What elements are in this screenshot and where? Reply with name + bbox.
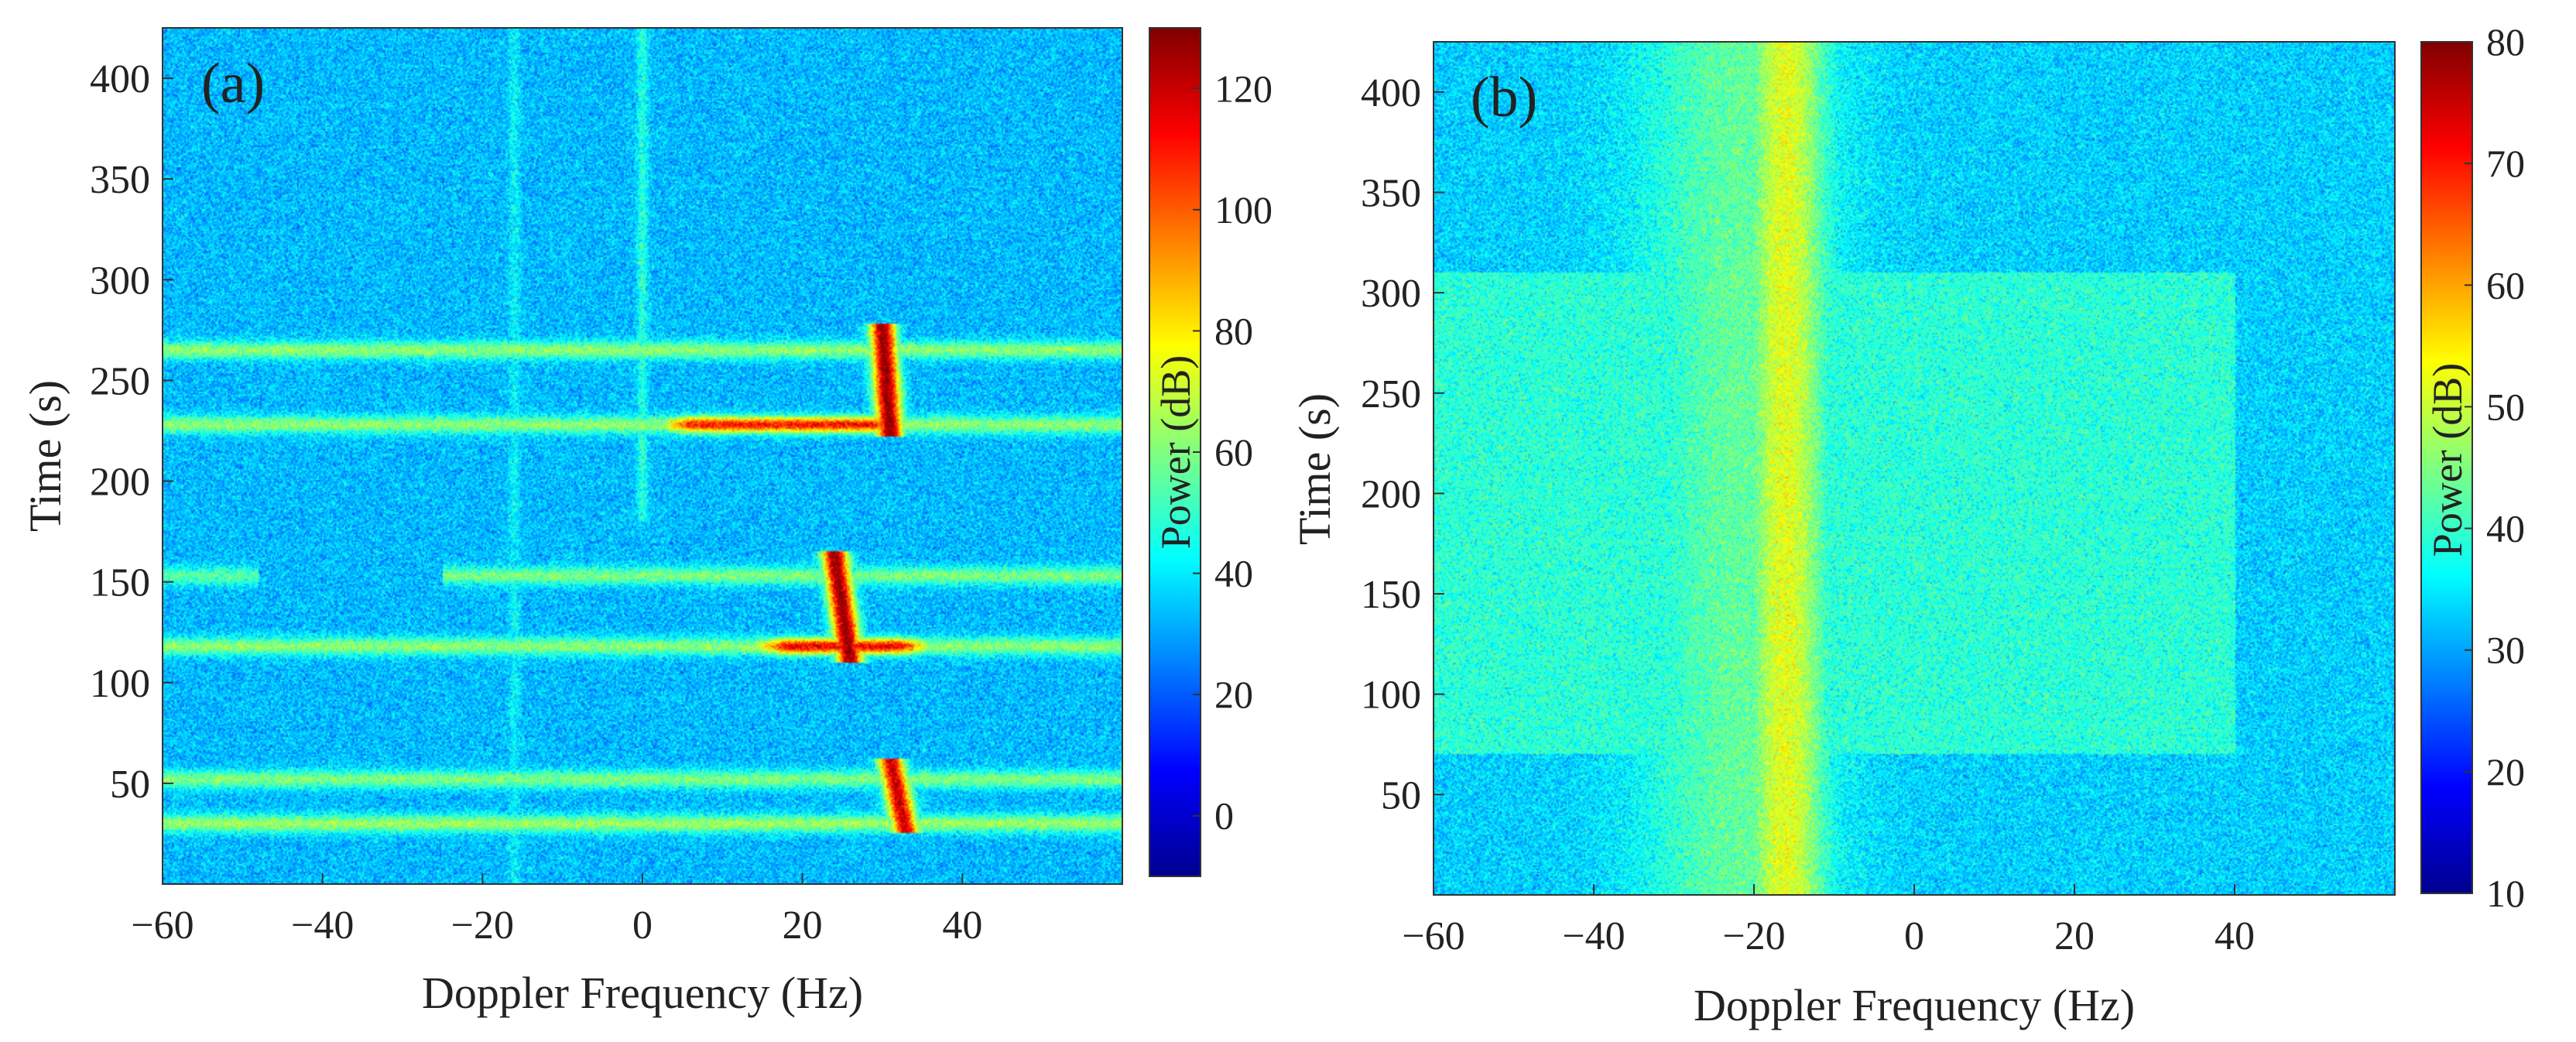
- ylabel-b: Time (s): [1290, 393, 1340, 545]
- ylabel-a: Time (s): [20, 380, 70, 532]
- colorbar-tick-label: 10: [2486, 872, 2525, 915]
- panel-label-b: (b): [1471, 66, 1537, 129]
- xlabel-b: Doppler Frequency (Hz): [1694, 980, 2135, 1030]
- axes-a: −60 −40 −20 0 20 40 50 100 150 200 250 300 350 400: [90, 27, 1123, 948]
- y-tick-label: 350: [90, 158, 150, 202]
- colorbar-tick-label: 30: [2486, 629, 2525, 672]
- y-tick-label: 200: [1361, 472, 1421, 516]
- colorbar-b-label: Power (dB): [2424, 363, 2471, 557]
- y-tick-label: 300: [1361, 272, 1421, 316]
- y-tick-label: 150: [90, 561, 150, 605]
- colorbar-tick-label: 70: [2486, 142, 2525, 185]
- colorbar-b-ticks: 10 20 30 40 50 60 70 80: [2465, 20, 2525, 915]
- y-tick-label: 250: [90, 359, 150, 403]
- x-tick-label: −40: [291, 903, 354, 948]
- panel-b: −60 −40 −20 0 20 40 50 100 150 200 250 300 350 400 (b…: [1290, 20, 2525, 1030]
- heatmap-a: [163, 28, 1122, 884]
- colorbar-tick-label: 20: [1214, 673, 1253, 716]
- colorbar-tick-label: 0: [1214, 794, 1234, 838]
- y-tick-label: 150: [1361, 573, 1421, 617]
- colorbar-tick-label: 40: [1214, 552, 1253, 595]
- colorbar-tick-label: 120: [1214, 67, 1273, 110]
- y-tick-label: 100: [90, 662, 150, 706]
- y-tick-label: 400: [90, 57, 150, 101]
- heatmap-b: [1434, 42, 2395, 895]
- colorbar-tick-label: 80: [2486, 20, 2525, 63]
- x-tick-label: −60: [131, 903, 194, 948]
- colorbar-a-label: Power (dB): [1153, 355, 1199, 549]
- x-tick-label: 20: [783, 903, 823, 948]
- colorbar-a-ticks: 0 20 40 60 80 100 120: [1193, 67, 1273, 838]
- colorbar-tick-label: 40: [2486, 507, 2525, 550]
- x-tick-label: −20: [451, 903, 514, 948]
- panel-label-a: (a): [201, 52, 265, 115]
- colorbar-a: [1149, 27, 1201, 877]
- x-tick-label: −20: [1722, 914, 1785, 958]
- colorbar-tick-label: 100: [1214, 188, 1273, 231]
- axes-b: −60 −40 −20 0 20 40 50 100 150 200 250 300 350 400: [1361, 41, 2396, 958]
- x-tick-label: 0: [632, 903, 653, 948]
- xlabel-a: Doppler Frequency (Hz): [422, 968, 863, 1018]
- heatmap-a-container: [163, 28, 1122, 884]
- colorbar-tick-label: 60: [1214, 430, 1253, 474]
- y-tick-label: 50: [1381, 773, 1421, 817]
- colorbar-tick-label: 60: [2486, 263, 2525, 307]
- y-tick-label: 350: [1361, 171, 1421, 215]
- colorbar-tick-label: 20: [2486, 750, 2525, 793]
- heatmap-b-container: [1434, 42, 2395, 895]
- colorbar-b: [2420, 41, 2473, 894]
- y-tick-label: 100: [1361, 674, 1421, 718]
- colorbar-tick-label: 50: [2486, 385, 2525, 428]
- y-tick-label: 250: [1361, 372, 1421, 416]
- y-tick-label: 200: [90, 461, 150, 505]
- x-tick-label: −40: [1562, 914, 1625, 958]
- colorbar-tick-label: 80: [1214, 309, 1253, 352]
- x-tick-label: −60: [1402, 914, 1464, 958]
- x-tick-label: 20: [2054, 914, 2095, 958]
- y-tick-label: 300: [90, 259, 150, 303]
- y-tick-label: 50: [110, 763, 150, 807]
- x-tick-label: 40: [942, 903, 982, 948]
- x-tick-label: 40: [2215, 914, 2255, 958]
- y-tick-label: 400: [1361, 71, 1421, 115]
- x-tick-label: 0: [1904, 914, 1924, 958]
